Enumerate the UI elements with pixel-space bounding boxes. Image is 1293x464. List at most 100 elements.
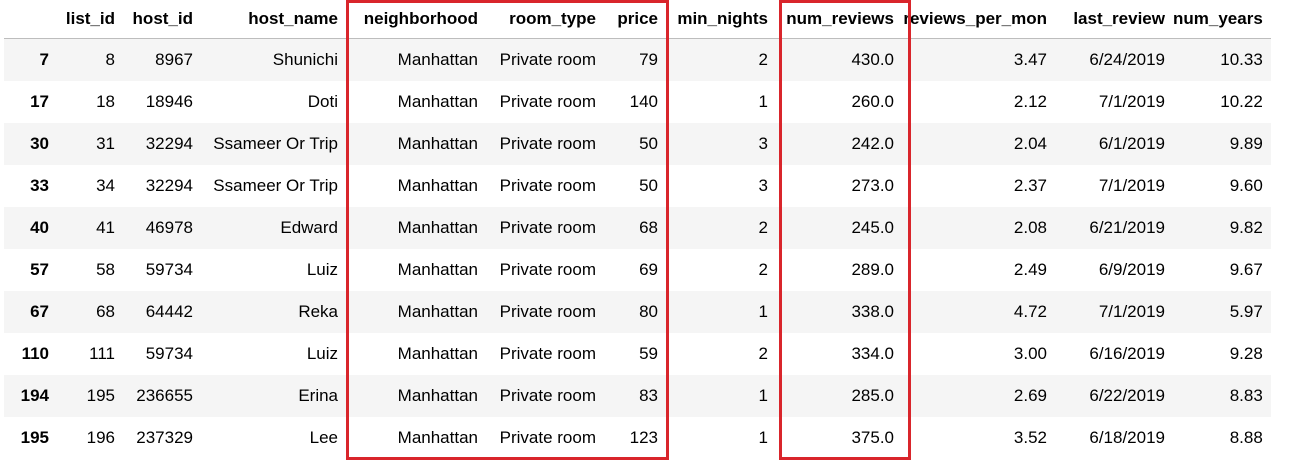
column-header-num-years: num_years: [1173, 0, 1271, 39]
cell-last-review: 6/24/2019: [1089, 50, 1165, 69]
cell-num-reviews: 334.0: [851, 344, 894, 363]
cell-num-reviews: 375.0: [851, 428, 894, 447]
row-index: 67: [30, 302, 49, 321]
cell-reviews-per-mon: 2.12: [1013, 92, 1047, 111]
cell-host-id: 59734: [145, 344, 193, 363]
row-index: 17: [30, 92, 49, 111]
cell-room-type: Private room: [499, 92, 596, 111]
cell-host-id: 236655: [136, 386, 193, 405]
cell-host-id: 237329: [136, 428, 193, 447]
cell-list-id: 8: [105, 50, 115, 69]
cell-room-type: Private room: [499, 302, 596, 321]
table-row: 195 196 237329 Lee Manhattan Private room 123 1…: [4, 417, 1271, 459]
cell-list-id: 68: [96, 302, 115, 321]
cell-list-id: 41: [96, 218, 115, 237]
cell-min-nights: 2: [758, 344, 768, 363]
cell-min-nights: 3: [758, 134, 768, 153]
cell-neighborhood: Manhattan: [397, 386, 478, 405]
cell-num-years: 9.82: [1229, 218, 1263, 237]
dataframe-output: list_id host_id host_name neighborhood r…: [4, 0, 1271, 459]
cell-num-years: 10.33: [1220, 50, 1263, 69]
table-row: 17 18 18946 Doti Manhattan Private room 140 1 26…: [4, 81, 1271, 123]
row-index: 194: [20, 386, 49, 405]
row-index: 33: [30, 176, 49, 195]
cell-num-years: 9.67: [1229, 260, 1263, 279]
cell-reviews-per-mon: 3.00: [1013, 344, 1047, 363]
cell-list-id: 31: [96, 134, 115, 153]
cell-num-reviews: 242.0: [851, 134, 894, 153]
cell-num-years: 8.88: [1229, 428, 1263, 447]
cell-host-name: Doti: [307, 92, 338, 111]
cell-min-nights: 2: [758, 260, 768, 279]
row-index: 40: [30, 218, 49, 237]
cell-price: 80: [639, 302, 658, 321]
cell-last-review: 6/1/2019: [1098, 134, 1165, 153]
table-row: 33 34 32294 Ssameer Or Trip Manhattan Private…: [4, 165, 1271, 207]
cell-list-id: 195: [86, 386, 115, 405]
cell-num-reviews: 245.0: [851, 218, 894, 237]
cell-price: 83: [639, 386, 658, 405]
index-header: [4, 0, 57, 39]
column-header-host-name: host_name: [201, 0, 346, 39]
cell-price: 140: [629, 92, 658, 111]
cell-host-id: 18946: [145, 92, 193, 111]
cell-last-review: 6/16/2019: [1089, 344, 1165, 363]
cell-price: 50: [639, 176, 658, 195]
cell-neighborhood: Manhattan: [397, 260, 478, 279]
cell-list-id: 18: [96, 92, 115, 111]
cell-room-type: Private room: [499, 260, 596, 279]
table-row: 40 41 46978 Edward Manhattan Private room 68 2 2…: [4, 207, 1271, 249]
cell-price: 123: [629, 428, 658, 447]
cell-room-type: Private room: [499, 386, 596, 405]
row-index: 195: [20, 428, 49, 447]
cell-neighborhood: Manhattan: [397, 218, 478, 237]
row-index: 30: [30, 134, 49, 153]
cell-neighborhood: Manhattan: [397, 344, 478, 363]
table-row: 67 68 64442 Reka Manhattan Private room 80 1 338…: [4, 291, 1271, 333]
cell-list-id: 58: [96, 260, 115, 279]
column-header-neighborhood: neighborhood: [346, 0, 486, 39]
column-header-list-id: list_id: [57, 0, 123, 39]
cell-host-name: Lee: [309, 428, 338, 447]
cell-price: 69: [639, 260, 658, 279]
cell-num-years: 9.28: [1229, 344, 1263, 363]
cell-neighborhood: Manhattan: [397, 176, 478, 195]
cell-last-review: 7/1/2019: [1098, 92, 1165, 111]
cell-last-review: 7/1/2019: [1098, 302, 1165, 321]
cell-host-name: Reka: [298, 302, 338, 321]
cell-room-type: Private room: [499, 218, 596, 237]
table-row: 7 8 8967 Shunichi Manhattan Private room 79 2 43…: [4, 38, 1271, 81]
cell-list-id: 111: [89, 344, 115, 363]
cell-room-type: Private room: [499, 176, 596, 195]
cell-list-id: 34: [96, 176, 115, 195]
cell-min-nights: 3: [758, 176, 768, 195]
cell-reviews-per-mon: 2.37: [1013, 176, 1047, 195]
cell-host-id: 32294: [145, 134, 193, 153]
cell-min-nights: 2: [758, 50, 768, 69]
column-header-reviews-per-mon: reviews_per_mon: [902, 0, 1055, 39]
cell-neighborhood: Manhattan: [397, 428, 478, 447]
cell-num-years: 9.60: [1229, 176, 1263, 195]
cell-host-id: 8967: [155, 50, 193, 69]
cell-num-reviews: 273.0: [851, 176, 894, 195]
cell-min-nights: 1: [758, 302, 768, 321]
row-index: 57: [30, 260, 49, 279]
cell-room-type: Private room: [499, 50, 596, 69]
table-body: 7 8 8967 Shunichi Manhattan Private room 79 2 43…: [4, 38, 1271, 459]
cell-num-reviews: 289.0: [851, 260, 894, 279]
cell-num-years: 5.97: [1229, 302, 1263, 321]
cell-price: 59: [639, 344, 658, 363]
cell-reviews-per-mon: 3.52: [1013, 428, 1047, 447]
cell-list-id: 196: [86, 428, 115, 447]
cell-host-id: 59734: [145, 260, 193, 279]
header-row: list_id host_id host_name neighborhood r…: [4, 0, 1271, 39]
column-header-price: price: [604, 0, 666, 39]
cell-host-name: Shunichi: [272, 50, 338, 69]
column-header-room-type: room_type: [486, 0, 604, 39]
cell-last-review: 6/9/2019: [1098, 260, 1165, 279]
cell-min-nights: 1: [758, 92, 768, 111]
cell-reviews-per-mon: 4.72: [1013, 302, 1047, 321]
cell-reviews-per-mon: 2.04: [1013, 134, 1047, 153]
row-index: 110: [21, 344, 49, 363]
cell-reviews-per-mon: 2.08: [1013, 218, 1047, 237]
